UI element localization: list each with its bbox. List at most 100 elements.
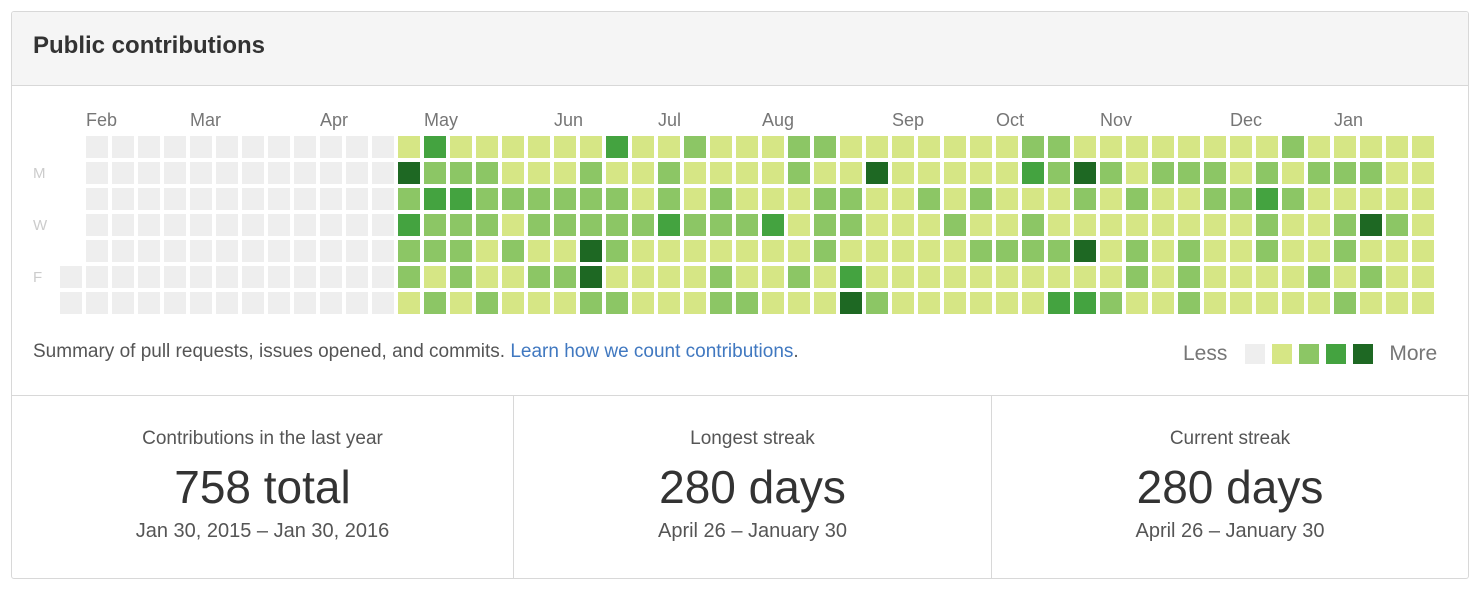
month-label: Mar [190, 110, 221, 130]
day-cell [320, 292, 342, 314]
day-cell [138, 214, 160, 236]
panel-title: Public contributions [33, 32, 265, 59]
day-cell [424, 162, 446, 184]
day-cell [1386, 240, 1408, 262]
day-cell [658, 292, 680, 314]
day-cell [320, 214, 342, 236]
day-cell [502, 162, 524, 184]
day-cell [268, 240, 290, 262]
day-cell [684, 266, 706, 288]
legend-swatches [1245, 344, 1380, 364]
day-cell [606, 136, 628, 158]
day-cell [320, 188, 342, 210]
day-cell [1230, 292, 1252, 314]
day-cell [294, 136, 316, 158]
day-cell [736, 162, 758, 184]
day-cell [710, 136, 732, 158]
day-cell [268, 214, 290, 236]
stat-value: 758 total [174, 461, 351, 513]
day-cell [944, 240, 966, 262]
day-cell [372, 162, 394, 184]
day-cell [86, 188, 108, 210]
day-cell [814, 136, 836, 158]
day-cell [190, 240, 212, 262]
day-cell [710, 188, 732, 210]
day-cell [814, 188, 836, 210]
day-cell [606, 214, 628, 236]
day-cell [190, 188, 212, 210]
day-cell [1230, 266, 1252, 288]
day-cell [216, 188, 238, 210]
stat: Current streak 280 days April 26 – January… [991, 396, 1468, 579]
learn-link[interactable]: Learn how we count contributions [510, 341, 794, 362]
day-cell [996, 240, 1018, 262]
day-cell [892, 266, 914, 288]
day-cell [112, 240, 134, 262]
day-cell [658, 136, 680, 158]
day-cell [1360, 266, 1382, 288]
stat-range: April 26 – January 30 [657, 520, 847, 542]
day-cell [866, 188, 888, 210]
day-cell [970, 136, 992, 158]
day-cell [1412, 136, 1434, 158]
day-cell [970, 188, 992, 210]
day-cell [242, 292, 264, 314]
day-cell [762, 214, 784, 236]
day-cell [1282, 240, 1304, 262]
day-cell [138, 162, 160, 184]
day-cell [1230, 188, 1252, 210]
day-cell [632, 162, 654, 184]
day-cell [528, 162, 550, 184]
day-cell [268, 136, 290, 158]
day-cell [398, 240, 420, 262]
day-cell [788, 136, 810, 158]
day-cell [554, 240, 576, 262]
day-cell [1386, 188, 1408, 210]
day-cell [294, 240, 316, 262]
day-cell [1048, 292, 1070, 314]
legend-swatch [1353, 344, 1374, 364]
day-cell [554, 188, 576, 210]
day-cell [164, 240, 186, 262]
day-cell [1152, 188, 1174, 210]
day-cell [1412, 292, 1434, 314]
day-cell [710, 292, 732, 314]
day-cell [424, 136, 446, 158]
day-cell [294, 188, 316, 210]
day-cell [112, 188, 134, 210]
day-cell [1360, 162, 1382, 184]
day-cell [502, 188, 524, 210]
day-cell [840, 240, 862, 262]
day-cell [502, 266, 524, 288]
day-cell [1256, 136, 1278, 158]
day-cell [216, 240, 238, 262]
day-cell [944, 188, 966, 210]
day-cell [684, 188, 706, 210]
day-cell [1308, 136, 1330, 158]
day-cell [944, 266, 966, 288]
day-cell [1022, 136, 1044, 158]
day-cell [918, 214, 940, 236]
day-cell [918, 240, 940, 262]
day-cell [502, 292, 524, 314]
day-cell [970, 266, 992, 288]
day-cell [840, 188, 862, 210]
day-cell [632, 292, 654, 314]
day-cell [580, 292, 602, 314]
day-cell [502, 136, 524, 158]
day-cell [1256, 266, 1278, 288]
day-cell [840, 266, 862, 288]
day-cell [528, 188, 550, 210]
day-cell [684, 214, 706, 236]
day-cell [918, 266, 940, 288]
day-cell [1256, 240, 1278, 262]
day-cell [1256, 162, 1278, 184]
day-cell [788, 188, 810, 210]
day-cell [112, 292, 134, 314]
day-cell [736, 240, 758, 262]
day-cell [1256, 188, 1278, 210]
day-cell [892, 162, 914, 184]
day-cell [606, 162, 628, 184]
day-cell [190, 266, 212, 288]
day-cell [1360, 214, 1382, 236]
